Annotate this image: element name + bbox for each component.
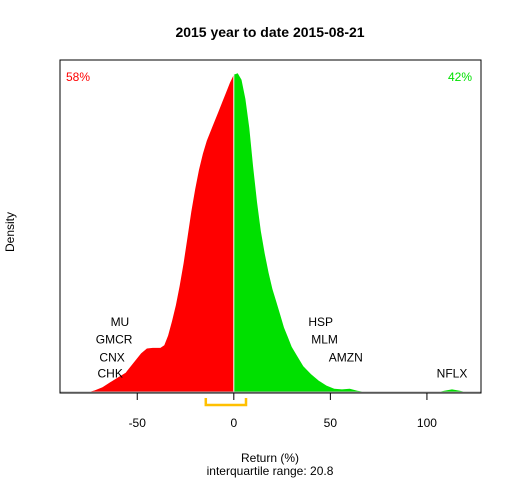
ticker-label-hsp: HSP bbox=[308, 315, 333, 329]
ticker-label-mlm: MLM bbox=[311, 333, 338, 347]
negative-share-label: 58% bbox=[66, 70, 90, 84]
plot-area: MU GMCR CNX CHK HSP MLM AMZN NFLX bbox=[59, 59, 482, 394]
ticker-label-chk: CHK bbox=[98, 367, 123, 381]
x-tick-label: 100 bbox=[417, 416, 437, 430]
negative-return-area bbox=[89, 74, 234, 393]
ticker-label-cnx: CNX bbox=[99, 350, 124, 364]
ticker-label-gmcr: GMCR bbox=[96, 333, 133, 347]
x-axis-label: Return (%) bbox=[241, 451, 299, 465]
ticker-label-mu: MU bbox=[111, 315, 130, 329]
chart-title: 2015 year to date 2015-08-21 bbox=[175, 24, 364, 40]
x-tick-label: 50 bbox=[324, 416, 338, 430]
y-axis-label: Density bbox=[3, 212, 17, 252]
x-axis: -50 0 50 100 bbox=[129, 392, 437, 430]
x-axis-sublabel: interquartile range: 20.8 bbox=[207, 464, 334, 478]
positive-share-label: 42% bbox=[448, 70, 472, 84]
ticker-annotations: MU GMCR CNX CHK HSP MLM AMZN NFLX bbox=[96, 315, 468, 381]
ticker-label-nflx: NFLX bbox=[437, 367, 468, 381]
x-tick-label: -50 bbox=[129, 416, 147, 430]
iqr-bracket bbox=[204, 398, 248, 407]
x-tick-label: 0 bbox=[230, 416, 237, 430]
ticker-label-amzn: AMZN bbox=[329, 350, 363, 364]
positive-return-area bbox=[233, 73, 466, 392]
